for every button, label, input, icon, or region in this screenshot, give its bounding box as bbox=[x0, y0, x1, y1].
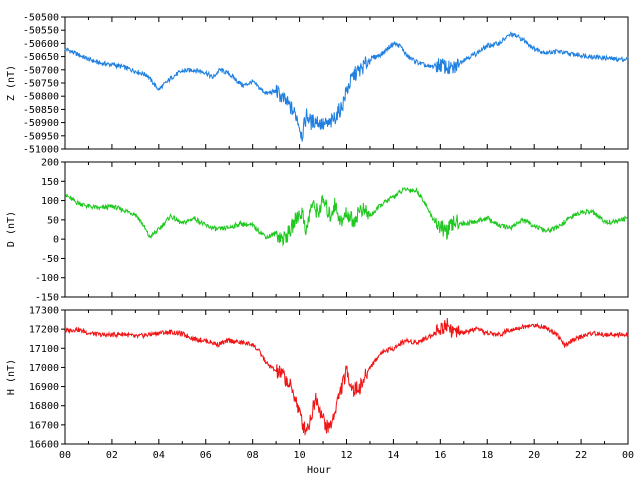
panel-z-series-line bbox=[64, 31, 629, 142]
x-tick-label: 12 bbox=[340, 450, 352, 461]
x-tick-label: 22 bbox=[575, 450, 587, 461]
x-tick-label: 14 bbox=[387, 450, 399, 461]
panel-h-ytick-label: 16600 bbox=[29, 440, 59, 451]
panel-h-ytick-label: 16900 bbox=[29, 382, 59, 393]
panel-z-ytick-label: -50700 bbox=[23, 65, 59, 76]
panel-d-ylabel: D (nT) bbox=[6, 211, 17, 247]
panel-z-yticks: -50500 -50550 -50600 -50650 -50700 -50750 -508… bbox=[23, 13, 65, 156]
panel-d-xticks bbox=[64, 162, 629, 297]
panel-z-ytick-label: -50950 bbox=[23, 131, 59, 142]
panel-z-ytick-label: -50550 bbox=[23, 26, 59, 37]
panel-d-ytick-label: 200 bbox=[41, 158, 59, 169]
panel-d-series-line bbox=[64, 186, 629, 247]
panel-d-ytick-label: -100 bbox=[35, 273, 59, 284]
panel-d-ytick-label: 50 bbox=[47, 215, 59, 226]
panel-z-ytick-label: -51000 bbox=[23, 145, 59, 156]
panel-z-ylabel: Z (nT) bbox=[6, 65, 17, 101]
x-tick-label: 08 bbox=[247, 450, 259, 461]
panel-h-frame bbox=[64, 309, 629, 445]
panel-d-ytick-label: -50 bbox=[41, 254, 59, 265]
panel-z-xticks bbox=[64, 17, 629, 149]
panel-h-ytick-label: 17000 bbox=[29, 363, 59, 374]
x-tick-label: 10 bbox=[294, 450, 306, 461]
panel-h-ytick-label: 16700 bbox=[29, 420, 59, 431]
panel-d-ytick-label: 150 bbox=[41, 177, 59, 188]
x-tick-label: 20 bbox=[528, 450, 540, 461]
x-tick-label: 00 bbox=[59, 450, 71, 461]
panel-z-ytick-label: -50650 bbox=[23, 52, 59, 63]
panel-h-xticks: 00 02 04 06 08 10 12 14 16 18 20 22 00 bbox=[59, 310, 634, 461]
panel-h-ylabel: H (nT) bbox=[6, 359, 17, 395]
panel-z-ytick-label: -50900 bbox=[23, 118, 59, 129]
panel-z-frame bbox=[64, 16, 629, 150]
x-tick-label: 16 bbox=[434, 450, 446, 461]
panel-z-ytick-label: -50750 bbox=[23, 79, 59, 90]
panel-z: -50500 -50550 -50600 -50650 -50700 -50750 -508… bbox=[6, 13, 629, 156]
panel-d: 200 150 100 50 0 -50 -100 -150 D (nT) bbox=[6, 158, 629, 304]
panel-h-ytick-label: 16800 bbox=[29, 401, 59, 412]
panel-z-ytick-label: -50800 bbox=[23, 92, 59, 103]
panel-d-ytick-label: 100 bbox=[41, 196, 59, 207]
panel-d-yticks: 200 150 100 50 0 -50 -100 -150 bbox=[35, 158, 65, 304]
panel-d-ytick-label: 0 bbox=[53, 235, 59, 246]
x-tick-label: 02 bbox=[106, 450, 118, 461]
panel-h: 17300 17200 17100 17000 16900 16800 16700 16600… bbox=[6, 306, 634, 477]
x-tick-label: 18 bbox=[481, 450, 493, 461]
panel-h-yticks: 17300 17200 17100 17000 16900 16800 16700 16600 bbox=[29, 306, 65, 451]
x-tick-label: 04 bbox=[153, 450, 165, 461]
x-tick-label: 00 bbox=[622, 450, 634, 461]
panel-z-ytick-label: -50600 bbox=[23, 39, 59, 50]
panel-z-ytick-label: -50500 bbox=[23, 13, 59, 24]
panel-h-ytick-label: 17100 bbox=[29, 344, 59, 355]
panel-z-ytick-label: -50850 bbox=[23, 105, 59, 116]
panel-h-series-line bbox=[64, 317, 629, 436]
panel-h-ytick-label: 17200 bbox=[29, 325, 59, 336]
x-axis-label: Hour bbox=[307, 465, 331, 476]
panel-h-ytick-label: 17300 bbox=[29, 306, 59, 317]
x-tick-label: 06 bbox=[200, 450, 212, 461]
panel-d-ytick-label: -150 bbox=[35, 293, 59, 304]
